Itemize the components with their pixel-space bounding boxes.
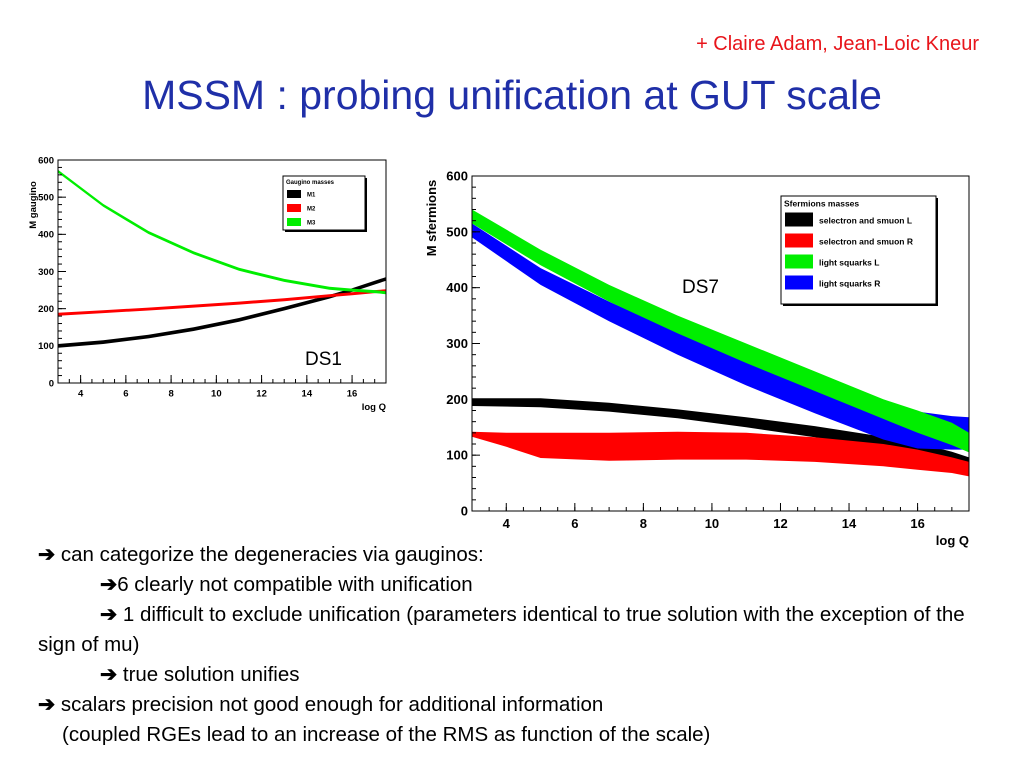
x-tick-label: 14 [302, 389, 313, 400]
y-tick-label: 400 [38, 230, 54, 241]
dataset-label: DS1 [305, 349, 342, 370]
bullet-item: ➔6 clearly not compatible with unificati… [38, 570, 998, 600]
x-tick-label: 16 [910, 516, 924, 531]
y-tick-label: 0 [461, 504, 468, 519]
legend-swatch [785, 275, 813, 290]
legend-swatch [287, 190, 301, 198]
x-tick-label: 10 [211, 389, 222, 400]
bullet-item: (coupled RGEs lead to an increase of the… [38, 720, 998, 750]
arrow-icon: ➔ [100, 603, 118, 626]
bullet-list: ➔ can categorize the degeneracies via ga… [38, 540, 998, 750]
x-tick-label: 6 [123, 389, 128, 400]
x-axis-label: log Q [362, 402, 386, 413]
x-tick-label: 6 [571, 516, 578, 531]
y-tick-label: 500 [446, 224, 468, 239]
bullet-text: true solution unifies [117, 663, 300, 686]
legend-entry: M1 [307, 192, 316, 198]
y-tick-label: 600 [446, 169, 468, 184]
legend-entry: light squarks L [819, 258, 879, 268]
legend-entry: M2 [307, 206, 316, 212]
x-axis-label: log Q [936, 533, 969, 548]
y-tick-label: 100 [38, 341, 54, 352]
y-tick-label: 300 [446, 336, 468, 351]
legend-entry: M3 [307, 220, 316, 226]
dataset-label: DS7 [682, 277, 719, 298]
bullet-item: ➔ scalars precision not good enough for … [38, 690, 998, 720]
legend-swatch [785, 233, 813, 248]
arrow-icon: ➔ [38, 543, 56, 566]
bullet-text: 1 difficult to exclude unification (para… [38, 603, 965, 656]
x-tick-label: 4 [78, 389, 84, 400]
arrow-icon: ➔ [100, 573, 118, 596]
bullet-text: scalars precision not good enough for ad… [55, 693, 604, 716]
y-tick-label: 0 [49, 378, 54, 389]
arrow-icon: ➔ [100, 663, 118, 686]
y-tick-label: 500 [38, 192, 54, 203]
y-tick-label: 400 [446, 280, 468, 295]
series-band-m2 [58, 289, 386, 316]
y-tick-label: 200 [446, 392, 468, 407]
x-tick-label: 14 [842, 516, 857, 531]
x-tick-label: 8 [168, 389, 173, 400]
series-band-selectron-and-smuon-l [472, 398, 969, 472]
series-group [58, 169, 386, 348]
x-tick-label: 12 [773, 516, 787, 531]
legend-title: Gaugino masses [286, 180, 335, 186]
y-tick-label: 300 [38, 267, 54, 278]
legend-swatch [785, 254, 813, 269]
bullet-item: ➔ 1 difficult to exclude unification (pa… [38, 600, 998, 660]
gaugino-mass-chart: 4 6 8 10 12 14 16 0 100 200 300 400 500 600 log Q M gau… [28, 155, 387, 413]
legend-title: Sfermions masses [784, 199, 859, 209]
series-band-selectron-and-smuon-r [472, 431, 969, 477]
x-tick-label: 16 [347, 389, 358, 400]
sfermion-mass-chart: 4 6 8 10 12 14 16 0 100 200 300 400 500 600 log Q M sfe… [424, 169, 970, 548]
legend-swatch [287, 204, 301, 212]
y-tick-label: 100 [446, 448, 468, 463]
legend-entry: selectron and smuon R [819, 237, 913, 247]
legend-entry: light squarks R [819, 279, 880, 289]
y-tick-label: 200 [38, 304, 54, 315]
x-tick-label: 10 [705, 516, 719, 531]
bullet-item: ➔ true solution unifies [38, 660, 998, 690]
y-axis-label: M gaugino [28, 181, 39, 229]
x-tick-label: 12 [256, 389, 267, 400]
legend-swatch [287, 218, 301, 226]
bullet-text: can categorize the degeneracies via gaug… [55, 543, 484, 566]
bullet-text: 6 clearly not compatible with unificatio… [117, 573, 473, 596]
y-axis-label: M sfermions [424, 180, 439, 257]
slide-title: MSSM : probing unification at GUT scale [142, 72, 882, 118]
legend-swatch [785, 212, 813, 227]
x-tick-label: 4 [503, 516, 511, 531]
authors-line: + Claire Adam, Jean-Loic Kneur [696, 33, 979, 55]
x-tick-label: 8 [640, 516, 647, 531]
arrow-icon: ➔ [38, 693, 56, 716]
bullet-item: ➔ can categorize the degeneracies via ga… [38, 540, 998, 570]
series-band-light-squarks-l [472, 209, 969, 453]
series-group [472, 209, 969, 477]
legend-entry: selectron and smuon L [819, 216, 912, 226]
y-tick-label: 600 [38, 155, 54, 166]
bullet-text: (coupled RGEs lead to an increase of the… [62, 723, 711, 746]
